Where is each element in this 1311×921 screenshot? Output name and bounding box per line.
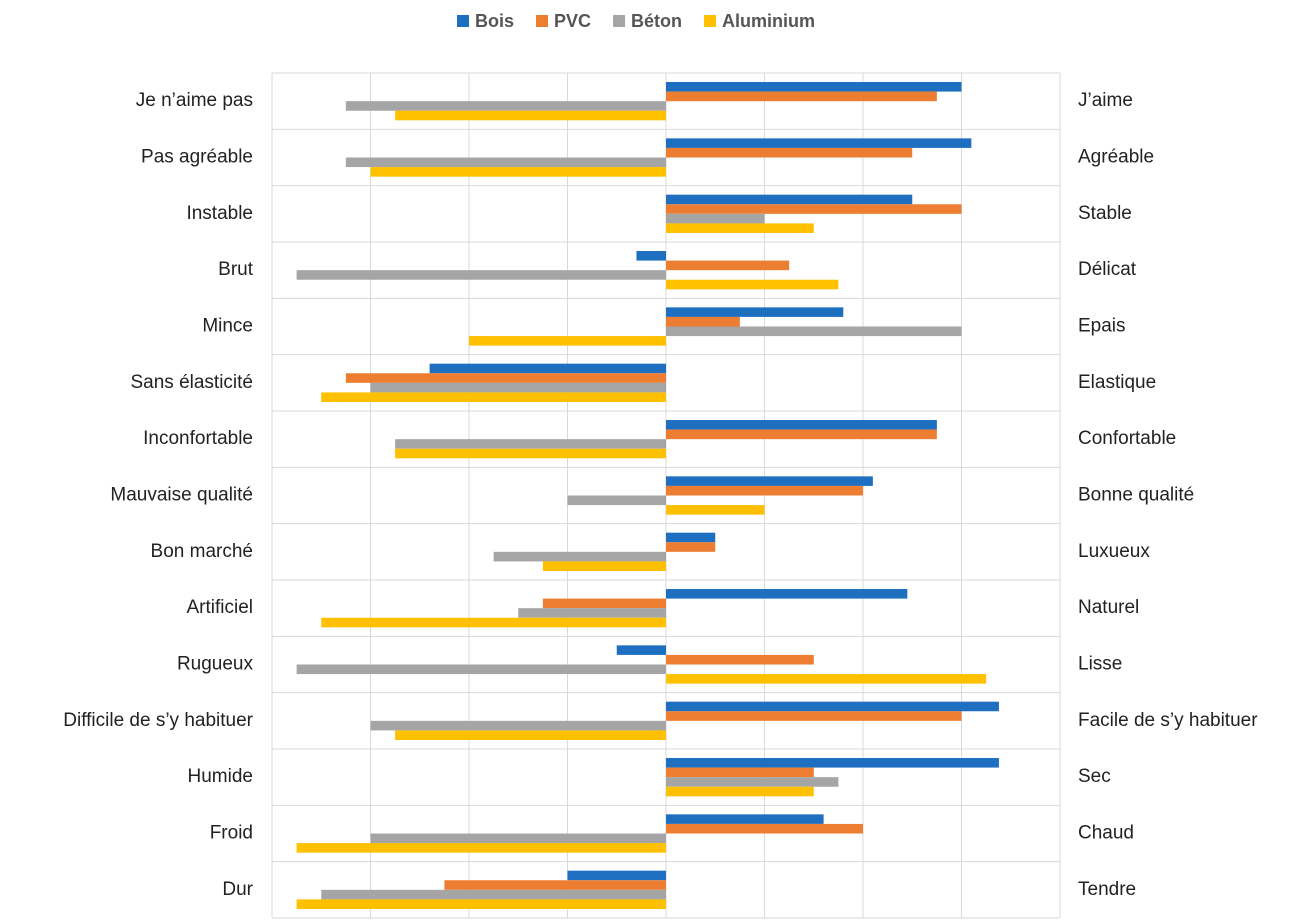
right-label: Elastique <box>1078 372 1156 393</box>
right-label: Tendre <box>1078 879 1136 900</box>
right-label: Agréable <box>1078 147 1154 168</box>
bar <box>567 870 666 881</box>
bar <box>666 326 962 337</box>
bar <box>370 833 666 844</box>
legend-swatch <box>704 15 717 27</box>
left-label: Sans élasticité <box>130 372 253 393</box>
bar <box>567 495 666 506</box>
bar <box>666 213 765 224</box>
bar <box>666 777 839 787</box>
bar <box>666 674 987 684</box>
right-label: Facile de s’y habituer <box>1078 710 1258 731</box>
bar <box>395 448 666 459</box>
legend-label: PVC <box>554 11 591 31</box>
bar <box>493 551 666 562</box>
bar <box>616 645 666 655</box>
left-label: Mince <box>202 316 253 337</box>
left-label: Inconfortable <box>143 428 253 449</box>
left-label: Difficile de s’y habituer <box>63 710 253 731</box>
left-label: Pas agréable <box>141 147 253 168</box>
bar <box>542 598 666 609</box>
legend-label: Aluminium <box>722 11 815 31</box>
bar <box>666 316 740 327</box>
bar <box>321 392 666 402</box>
bar <box>666 138 972 148</box>
bar <box>666 204 962 214</box>
legend-swatch <box>536 15 549 27</box>
right-label: Bonne qualité <box>1078 485 1194 506</box>
bar <box>395 730 666 740</box>
bar <box>666 82 962 92</box>
left-label: Humide <box>188 766 253 787</box>
left-label: Dur <box>222 879 253 900</box>
left-label: Je n’aime pas <box>136 90 253 111</box>
bar <box>666 786 814 797</box>
right-label: Lisse <box>1078 654 1122 675</box>
bar <box>429 363 666 374</box>
left-label: Instable <box>186 203 253 224</box>
legend-label: Béton <box>631 11 682 31</box>
bar <box>666 711 962 721</box>
bar <box>395 439 666 449</box>
bar <box>666 476 873 486</box>
bar <box>321 889 666 900</box>
bar <box>666 307 844 317</box>
right-label: Naturel <box>1078 597 1139 618</box>
bar <box>666 542 716 552</box>
left-label: Artificiel <box>186 597 253 618</box>
right-label: Délicat <box>1078 259 1137 280</box>
right-label: J’aime <box>1078 90 1133 111</box>
bar <box>345 101 666 111</box>
legend-swatch <box>613 15 626 27</box>
bar <box>370 382 666 393</box>
bar <box>370 720 666 731</box>
bar <box>296 843 666 853</box>
bar <box>345 373 666 383</box>
bar <box>321 617 666 628</box>
bar <box>666 758 999 768</box>
left-label: Froid <box>210 823 253 844</box>
left-label: Mauvaise qualité <box>110 485 253 506</box>
legend-label: Bois <box>475 11 514 31</box>
bar <box>444 880 666 890</box>
right-label: Sec <box>1078 766 1111 787</box>
legend-swatch <box>457 15 469 27</box>
bar <box>666 279 839 290</box>
bar <box>666 260 790 271</box>
bar <box>345 157 666 168</box>
left-label: Bon marché <box>151 541 253 562</box>
bar <box>296 899 666 909</box>
bar <box>666 485 863 496</box>
bar <box>666 701 999 712</box>
bar <box>666 429 937 440</box>
bar <box>666 654 814 665</box>
bar <box>666 589 908 599</box>
bar <box>666 532 716 543</box>
left-label: Rugueux <box>177 654 254 675</box>
bar <box>666 91 937 102</box>
bar <box>296 270 666 280</box>
bar <box>666 823 863 834</box>
right-label: Epais <box>1078 316 1126 337</box>
bar <box>296 664 666 675</box>
bar <box>469 336 666 346</box>
bar <box>666 767 814 778</box>
bar <box>636 251 666 261</box>
bar <box>542 561 666 571</box>
bar <box>666 420 937 430</box>
bar <box>666 505 765 515</box>
left-label: Brut <box>218 259 254 280</box>
bar <box>666 147 913 158</box>
bar <box>666 814 824 824</box>
right-label: Luxueux <box>1078 541 1150 562</box>
bar <box>518 608 666 618</box>
bar <box>370 167 666 177</box>
bar <box>395 110 666 121</box>
bar <box>666 194 913 205</box>
bar <box>666 223 814 233</box>
right-label: Stable <box>1078 203 1132 224</box>
right-label: Chaud <box>1078 823 1134 844</box>
right-label: Confortable <box>1078 428 1176 449</box>
